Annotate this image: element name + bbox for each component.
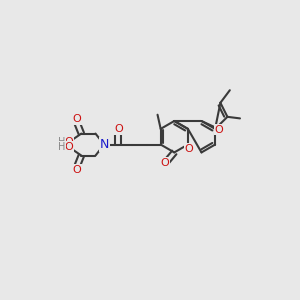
Text: O: O (64, 142, 73, 152)
Text: O: O (214, 125, 224, 135)
Text: H: H (58, 142, 65, 152)
Text: O: O (185, 144, 194, 154)
Text: O: O (64, 137, 73, 147)
Text: O: O (72, 115, 81, 124)
Text: O: O (160, 158, 169, 168)
Text: O: O (114, 124, 123, 134)
Text: N: N (99, 138, 109, 151)
Text: O: O (72, 165, 81, 175)
Text: H: H (58, 137, 65, 147)
